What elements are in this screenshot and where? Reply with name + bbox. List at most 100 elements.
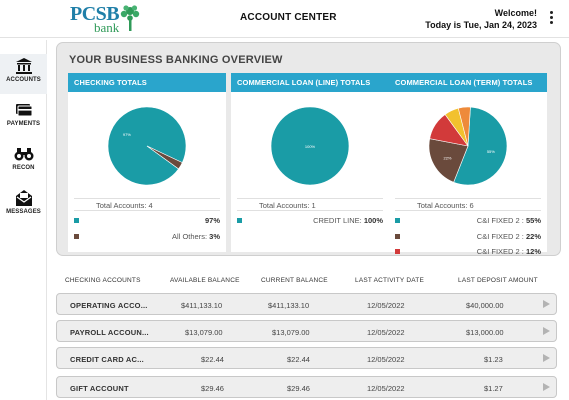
overview-title: YOUR BUSINESS BANKING OVERVIEW — [69, 54, 283, 66]
legend-swatch — [74, 218, 79, 223]
binoculars-icon — [14, 148, 33, 161]
legend-item: C&I FIXED 2 : 12% — [395, 246, 541, 258]
table-row[interactable]: CREDIT CARD AC... $22.44 $22.44 12/05/20… — [56, 347, 557, 369]
column-header-last-deposit[interactable]: LAST DEPOSIT AMOUNT — [458, 277, 538, 284]
expand-arrow-icon[interactable] — [543, 383, 550, 391]
pie-slice[interactable] — [453, 106, 508, 186]
legend-item: C&I FIXED 2 : 22% — [395, 231, 541, 243]
current-balance: $13,079.00 — [272, 328, 310, 337]
account-name: GIFT ACCOUNT — [70, 384, 129, 393]
account-name: PAYROLL ACCOUN... — [70, 328, 149, 337]
envelope-icon — [15, 190, 32, 206]
checking-totals-card[interactable]: CHECKING TOTALS 97% Total Accounts: 4 97… — [68, 73, 226, 252]
available-balance: $29.46 — [201, 384, 224, 393]
last-activity-date: 12/05/2022 — [367, 355, 405, 364]
pie-slice[interactable] — [428, 138, 469, 183]
table-row[interactable]: PAYROLL ACCOUN... $13,079.00 $13,079.00 … — [56, 320, 557, 342]
pie-slice[interactable] — [146, 145, 183, 170]
current-balance: $22.44 — [287, 355, 310, 364]
logo-subtext: bank — [94, 20, 120, 35]
column-header-account[interactable]: CHECKING ACCOUNTS — [65, 277, 141, 284]
sidebar-item-accounts[interactable]: ACCOUNTS — [0, 54, 47, 94]
expand-arrow-icon[interactable] — [543, 327, 550, 335]
legend-value: 100% — [363, 216, 383, 225]
legend-value: 12% — [525, 247, 541, 256]
table-row[interactable]: OPERATING ACCO... $411,133.10 $411,133.1… — [56, 293, 557, 315]
legend-label: C&I FIXED 2 : — [476, 247, 524, 256]
last-deposit-amount: $1.23 — [484, 355, 503, 364]
welcome-message: Welcome! Today is Tue, Jan 24, 2023 — [425, 7, 537, 31]
overview-panel: YOUR BUSINESS BANKING OVERVIEW CHECKING … — [56, 42, 561, 256]
table-row[interactable]: GIFT ACCOUNT $29.46 $29.46 12/05/2022 $1… — [56, 376, 557, 398]
sidebar-item-label: PAYMENTS — [6, 121, 41, 127]
today-date: Today is Tue, Jan 24, 2023 — [425, 20, 537, 30]
account-name: CREDIT CARD AC... — [70, 355, 144, 364]
current-balance: $411,133.10 — [268, 301, 310, 310]
column-header-current-balance[interactable]: CURRENT BALANCE — [261, 277, 328, 284]
app-header: PCSB bank ACCOUNT CENTER Welcome! Today … — [0, 0, 569, 38]
sidebar-item-messages[interactable]: MESSAGES — [0, 186, 47, 226]
slice-label: 97% — [123, 132, 131, 137]
bank-icon — [15, 58, 32, 74]
legend-swatch — [395, 234, 400, 239]
legend-label: CREDIT LINE: — [313, 216, 362, 225]
column-header-available-balance[interactable]: AVAILABLE BALANCE — [170, 277, 240, 284]
expand-arrow-icon[interactable] — [543, 300, 550, 308]
sidebar-item-recon[interactable]: RECON — [0, 142, 47, 182]
account-name: OPERATING ACCO... — [70, 301, 148, 310]
sidebar-item-payments[interactable]: PAYMENTS — [0, 98, 47, 138]
tree-icon — [120, 5, 140, 31]
welcome-text: Welcome! — [494, 8, 537, 18]
legend-swatch — [74, 234, 79, 239]
legend-value: 3% — [209, 232, 220, 241]
total-accounts: Total Accounts: 6 — [395, 198, 541, 211]
total-accounts: Total Accounts: 4 — [74, 198, 220, 211]
current-balance: $29.46 — [287, 384, 310, 393]
legend-item: C&I FIXED 2 : 55% — [395, 215, 541, 227]
column-header-last-activity[interactable]: LAST ACTIVITY DATE — [355, 277, 424, 284]
expand-arrow-icon[interactable] — [543, 354, 550, 362]
slice-label: 22% — [443, 155, 451, 160]
last-activity-date: 12/05/2022 — [367, 301, 405, 310]
last-deposit-amount: $1.27 — [484, 384, 503, 393]
legend-item: 97% — [74, 215, 220, 227]
legend-value: 22% — [525, 232, 541, 241]
pie-slice[interactable] — [270, 106, 350, 186]
legend-value: 55% — [525, 216, 541, 225]
last-deposit-amount: $40,000.00 — [466, 301, 504, 310]
legend-swatch — [395, 249, 400, 254]
sidebar: ACCOUNTS PAYMENTS RECON MESSAGES — [0, 40, 47, 400]
card-title: CHECKING TOTALS — [68, 73, 226, 92]
last-activity-date: 12/05/2022 — [367, 384, 405, 393]
more-menu-icon[interactable] — [550, 11, 554, 25]
card-title: COMMERCIAL LOAN (LINE) TOTALS — [231, 73, 389, 92]
commercial-loan-line-card[interactable]: COMMERCIAL LOAN (LINE) TOTALS 100% Total… — [231, 73, 389, 252]
logo-text: PCSB — [70, 3, 120, 25]
legend-swatch — [237, 218, 242, 223]
legend-label: C&I FIXED 2 : — [476, 232, 524, 241]
legend-value: 97% — [204, 216, 220, 225]
legend-item: CREDIT LINE: 100% — [237, 215, 383, 227]
page-title: ACCOUNT CENTER — [240, 12, 337, 23]
available-balance: $13,079.00 — [185, 328, 223, 337]
legend-item: All Others: 3% — [74, 231, 220, 243]
sidebar-item-label: MESSAGES — [6, 209, 41, 215]
legend-label: C&I FIXED 2 : — [476, 216, 524, 225]
sidebar-item-label: ACCOUNTS — [6, 77, 41, 83]
total-accounts: Total Accounts: 1 — [237, 198, 383, 211]
available-balance: $411,133.10 — [181, 301, 223, 310]
checking-pie-chart[interactable]: 97% — [68, 92, 226, 198]
last-activity-date: 12/05/2022 — [367, 328, 405, 337]
loan-term-pie-chart[interactable]: 55% 22% — [389, 92, 547, 198]
card-icon — [15, 104, 32, 117]
legend-swatch — [395, 218, 400, 223]
commercial-loan-term-card[interactable]: COMMERCIAL LOAN (TERM) TOTALS 55% 22% Tot… — [389, 73, 547, 256]
loan-line-pie-chart[interactable]: 100% — [231, 92, 389, 198]
slice-label: 100% — [305, 144, 316, 149]
sidebar-item-label: RECON — [12, 165, 35, 171]
slice-label: 55% — [487, 149, 495, 154]
pie-slice[interactable] — [457, 106, 471, 147]
legend-label: All Others: — [172, 232, 208, 241]
available-balance: $22.44 — [201, 355, 224, 364]
pcsb-logo[interactable]: PCSB bank — [70, 4, 142, 34]
